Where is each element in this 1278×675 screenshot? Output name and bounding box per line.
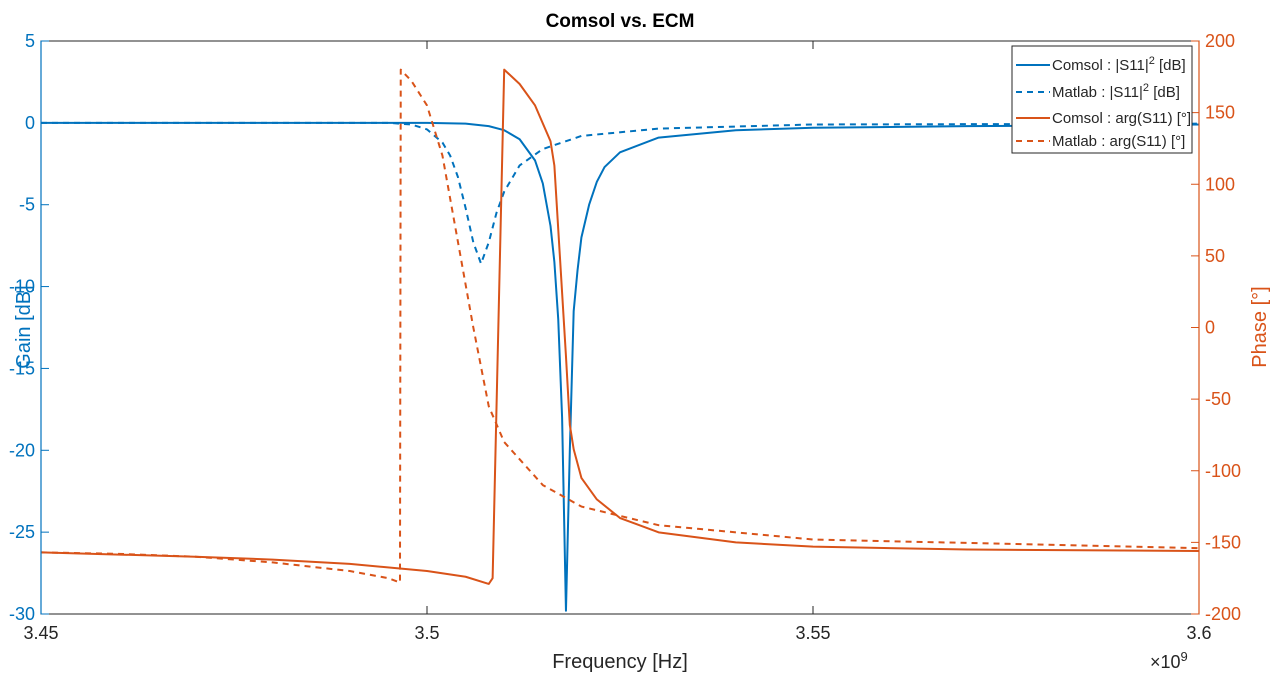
y-left-tick-label: -30	[9, 604, 35, 624]
y-right-tick-label: 150	[1205, 103, 1235, 123]
x-exponent-label: ×109	[1150, 649, 1188, 672]
chart-title: Comsol vs. ECM	[546, 11, 695, 32]
x-tick-label: 3.6	[1186, 623, 1211, 643]
y-right-tick-label: -100	[1205, 461, 1241, 481]
legend-item-matlab-gain: Matlab : |S11|2 [dB]	[1052, 82, 1180, 101]
series-line-2	[41, 68, 1199, 585]
legend-comsol-gain-sup: 2	[1149, 55, 1155, 67]
series-line-3	[41, 68, 1199, 584]
y-right-tick-label: 0	[1205, 318, 1215, 338]
legend-matlab-gain-main: Matlab : |S11|	[1052, 84, 1143, 101]
y-left-tick-label: -5	[19, 195, 35, 215]
y-left-tick-label: -25	[9, 522, 35, 542]
x-tick-label: 3.55	[795, 623, 830, 643]
x-tick-label: 3.5	[414, 623, 439, 643]
legend-item-comsol-phase: Comsol : arg(S11) [°]	[1052, 110, 1191, 127]
x-exponent-base: ×10	[1150, 652, 1181, 672]
y-left-tick-label: 0	[25, 113, 35, 133]
legend-comsol-gain-tail: [dB]	[1155, 57, 1186, 74]
y-left-tick-label: -10	[9, 277, 35, 297]
y-left-tick-label: -20	[9, 440, 35, 460]
legend-box	[1011, 45, 1193, 154]
legend-item-comsol-gain: Comsol : |S11|2 [dB]	[1052, 55, 1186, 74]
y-left-tick-label: 5	[25, 31, 35, 51]
legend-item-matlab-phase: Matlab : arg(S11) [°]	[1052, 133, 1185, 150]
y-right-tick-label: 50	[1205, 246, 1225, 266]
y-right-tick-label: -50	[1205, 389, 1231, 409]
plot-area	[41, 68, 1199, 612]
x-tick-label: 3.45	[23, 623, 58, 643]
axes-ticks: 3.45 3.5 3.55 3.650-5-10-15-20-25-302001501…	[9, 31, 1241, 643]
y-right-tick-label: 100	[1205, 174, 1235, 194]
legend-matlab-gain-sup: 2	[1143, 82, 1149, 94]
legend-matlab-gain-tail: [dB]	[1149, 84, 1180, 101]
y-right-tick-label: -200	[1205, 604, 1241, 624]
y-left-tick-label: -15	[9, 358, 35, 378]
y-axis-right-label: Phase [°]	[1249, 286, 1271, 367]
x-exponent-power: 9	[1181, 649, 1188, 664]
x-axis-label: Frequency [Hz]	[552, 651, 688, 673]
y-right-tick-label: -150	[1205, 532, 1241, 552]
series-line-0	[41, 121, 1199, 612]
y-right-tick-label: 200	[1205, 31, 1235, 51]
legend: Comsol : |S11|2 [dB] Matlab : |S11|2 [dB…	[1011, 45, 1193, 154]
legend-comsol-gain-main: Comsol : |S11|	[1052, 57, 1149, 74]
y-axis-left-label: Gain [dB]	[13, 285, 35, 368]
